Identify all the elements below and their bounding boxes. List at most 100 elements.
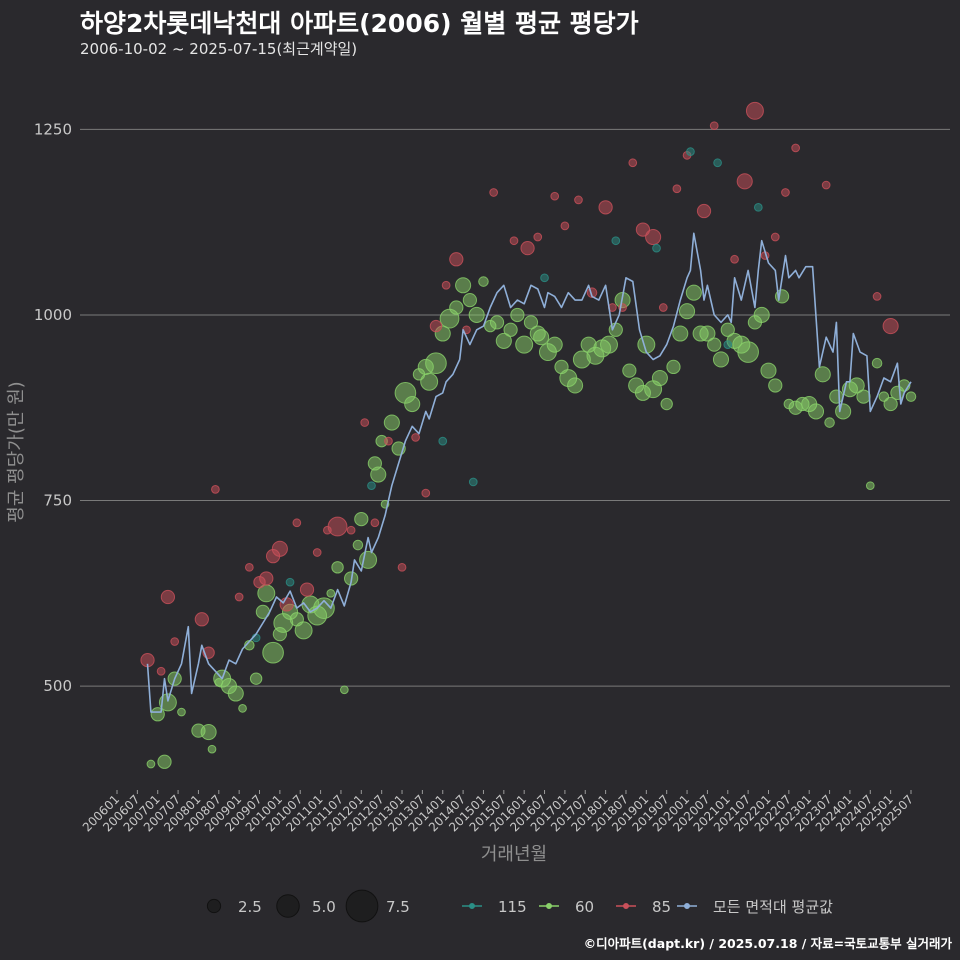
- y-tick-label: 1250: [34, 120, 72, 138]
- point-area-60: [352, 539, 364, 551]
- point-area-60: [546, 336, 563, 353]
- point-area-85: [628, 158, 638, 168]
- point-area-115: [723, 340, 733, 349]
- point-area-85: [421, 488, 431, 498]
- point-area-115: [753, 202, 763, 212]
- point-area-60: [425, 352, 447, 375]
- point-area-60: [420, 372, 439, 391]
- point-area-85: [672, 184, 682, 194]
- point-area-85: [370, 518, 380, 528]
- color-legend-key: [469, 903, 475, 909]
- point-area-85: [211, 485, 220, 494]
- point-area-85: [696, 203, 712, 219]
- point-area-85: [560, 221, 570, 231]
- point-area-60: [768, 378, 783, 393]
- point-area-60: [462, 292, 478, 308]
- point-area-85: [160, 589, 176, 605]
- point-area-85: [574, 195, 583, 205]
- point-area-60: [495, 332, 512, 349]
- point-area-85: [550, 191, 560, 201]
- point-area-60: [651, 369, 668, 387]
- line-layer: [146, 232, 912, 713]
- point-area-60: [238, 704, 247, 713]
- point-area-115: [686, 147, 695, 156]
- point-area-85: [781, 188, 790, 197]
- point-area-115: [611, 236, 621, 246]
- point-area-60: [503, 322, 518, 337]
- caption: ©디아파트(dapt.kr) / 2025.07.18 / 자료=국토교통부 실…: [583, 936, 952, 951]
- point-area-85: [533, 232, 543, 242]
- point-area-115: [468, 477, 478, 487]
- point-area-60: [510, 307, 525, 323]
- point-area-60: [150, 707, 165, 722]
- point-area-60: [313, 597, 335, 619]
- point-area-60: [905, 391, 917, 402]
- point-area-60: [326, 588, 336, 598]
- point-area-60: [737, 341, 759, 363]
- point-area-60: [760, 362, 777, 379]
- y-tick-label: 750: [43, 492, 72, 510]
- point-area-60: [157, 754, 172, 769]
- color-legend-key: [684, 903, 690, 909]
- y-tick-label: 1000: [34, 306, 72, 324]
- point-area-85: [509, 236, 519, 246]
- point-area-60: [177, 707, 186, 717]
- point-area-60: [383, 414, 400, 431]
- point-area-85: [170, 637, 180, 646]
- point-area-85: [327, 516, 348, 537]
- point-area-85: [411, 433, 420, 442]
- point-area-85: [645, 228, 662, 246]
- point-area-115: [652, 243, 661, 253]
- color-legend-label: 85: [652, 898, 671, 916]
- size-legend-key: [276, 894, 300, 918]
- point-area-85: [882, 318, 899, 335]
- point-area-60: [455, 277, 472, 294]
- point-area-60: [533, 329, 550, 346]
- point-area-85: [271, 540, 288, 557]
- point-area-60: [883, 396, 898, 412]
- point-area-60: [814, 366, 831, 383]
- point-area-60: [200, 724, 217, 741]
- point-area-60: [712, 351, 730, 368]
- point-area-85: [384, 436, 393, 446]
- point-area-60: [515, 335, 534, 354]
- point-area-60: [523, 315, 539, 330]
- point-area-60: [707, 337, 722, 352]
- point-area-85: [489, 188, 498, 197]
- size-legend-key: [206, 898, 222, 914]
- point-area-60: [449, 300, 464, 315]
- point-area-60: [856, 389, 871, 404]
- point-area-85: [259, 571, 274, 586]
- point-area-60: [468, 306, 485, 323]
- point-area-60: [339, 685, 349, 695]
- point-area-60: [294, 621, 313, 640]
- point-area-60: [404, 395, 421, 413]
- point-area-85: [194, 612, 209, 627]
- point-area-60: [158, 693, 177, 712]
- point-area-60: [146, 759, 156, 769]
- point-area-85: [244, 562, 254, 572]
- color-legend-key: [546, 903, 552, 909]
- point-area-85: [598, 200, 613, 215]
- average-price-line: [146, 232, 912, 713]
- chart-title: 하양2차롯데낙천대 아파트(2006) 월별 평균 평당가: [80, 9, 639, 38]
- point-area-85: [736, 173, 753, 190]
- color-legend-label: 모든 면적대 평균값: [713, 898, 833, 916]
- point-area-85: [791, 143, 800, 153]
- point-area-85: [279, 597, 294, 612]
- point-area-60: [600, 335, 618, 354]
- point-area-60: [354, 511, 369, 527]
- point-area-85: [441, 280, 451, 290]
- point-area-60: [824, 417, 835, 428]
- point-area-60: [622, 363, 637, 378]
- point-area-85: [234, 592, 244, 602]
- point-area-85: [346, 525, 356, 535]
- point-area-60: [672, 325, 689, 342]
- color-legend-label: 60: [575, 898, 594, 916]
- x-axis: 2006012006072007012007072008012008072009…: [80, 790, 916, 835]
- point-area-85: [156, 666, 166, 676]
- point-area-85: [770, 232, 780, 242]
- point-area-85: [449, 252, 464, 267]
- y-axis-title: 평균 평당가(만 원): [6, 381, 27, 522]
